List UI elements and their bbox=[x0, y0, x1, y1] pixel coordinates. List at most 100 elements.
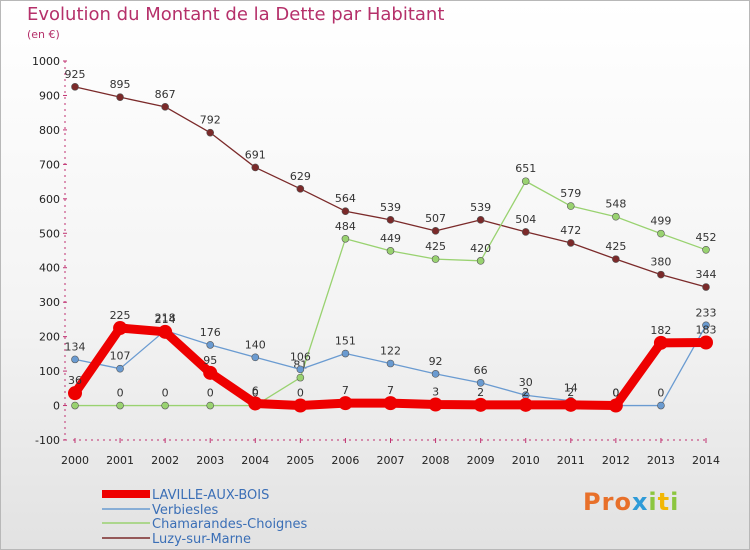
data-point bbox=[203, 365, 218, 380]
data-label: 36 bbox=[68, 374, 82, 387]
data-point bbox=[653, 335, 668, 350]
data-point bbox=[341, 349, 350, 358]
x-tick-label: 2012 bbox=[602, 454, 630, 467]
data-label: 183 bbox=[696, 323, 717, 336]
data-label: 218 bbox=[155, 311, 176, 324]
data-label: 925 bbox=[65, 68, 86, 81]
data-label: 92 bbox=[429, 355, 443, 368]
data-point bbox=[113, 321, 128, 336]
x-tick-label: 2014 bbox=[692, 454, 720, 467]
data-label: 344 bbox=[696, 268, 717, 281]
data-label: 30 bbox=[519, 376, 533, 389]
chart-title: Evolution du Montant de la Dette par Hab… bbox=[27, 4, 445, 25]
data-point bbox=[206, 341, 215, 349]
logo-letter: i bbox=[648, 488, 658, 516]
data-label: 6 bbox=[252, 384, 259, 397]
x-tick-label: 2006 bbox=[331, 454, 359, 467]
y-tick-label: 0 bbox=[53, 400, 60, 413]
data-point bbox=[566, 202, 575, 210]
data-point bbox=[476, 379, 485, 387]
data-point bbox=[296, 373, 305, 382]
data-point bbox=[116, 364, 124, 373]
data-label: 176 bbox=[200, 326, 221, 339]
data-label: 484 bbox=[335, 220, 356, 233]
series-chamarandes-choignes: 0000081484449425420651579548499452 bbox=[71, 162, 717, 410]
y-tick-label: 200 bbox=[39, 331, 60, 344]
data-label: 14 bbox=[564, 382, 578, 395]
data-label: 425 bbox=[605, 240, 626, 253]
data-label: 2 bbox=[522, 386, 529, 399]
logo-letter: P bbox=[583, 488, 602, 516]
data-label: 0 bbox=[612, 387, 619, 400]
data-label: 225 bbox=[110, 309, 131, 322]
data-label: 449 bbox=[380, 232, 401, 245]
data-label: 134 bbox=[65, 340, 86, 353]
data-label: 7 bbox=[342, 384, 349, 397]
data-point bbox=[116, 93, 124, 101]
data-point bbox=[566, 239, 575, 247]
data-point bbox=[338, 396, 353, 411]
data-label: 539 bbox=[470, 201, 491, 214]
proxiti-logo: Proxiti bbox=[583, 488, 679, 516]
logo-letter: x bbox=[631, 488, 649, 516]
data-point bbox=[341, 207, 350, 216]
data-point bbox=[608, 398, 623, 413]
data-label: 2 bbox=[477, 386, 484, 399]
data-label: 499 bbox=[650, 215, 671, 228]
data-point bbox=[702, 246, 710, 254]
data-label: 0 bbox=[162, 387, 169, 400]
data-point bbox=[206, 401, 215, 410]
data-label: 425 bbox=[425, 240, 446, 253]
legend-label: Verbiesles bbox=[152, 503, 218, 518]
y-tick-label: 400 bbox=[39, 262, 60, 275]
data-point bbox=[161, 103, 169, 111]
y-tick-label: 300 bbox=[39, 296, 60, 309]
series-line bbox=[74, 180, 707, 407]
data-point bbox=[386, 216, 395, 224]
data-point bbox=[251, 353, 260, 362]
data-point bbox=[473, 397, 488, 412]
data-label: 564 bbox=[335, 192, 356, 205]
data-label: 182 bbox=[650, 324, 671, 337]
data-point bbox=[383, 396, 398, 411]
x-tick-label: 2005 bbox=[286, 454, 314, 467]
data-label: 629 bbox=[290, 170, 311, 183]
x-tick-label: 2010 bbox=[512, 454, 540, 467]
data-label: 507 bbox=[425, 212, 446, 225]
data-point bbox=[71, 401, 79, 410]
data-label: 472 bbox=[560, 224, 581, 237]
data-point bbox=[476, 257, 485, 265]
data-label: 151 bbox=[335, 335, 356, 348]
data-label: 214 bbox=[155, 313, 176, 326]
data-label: 0 bbox=[207, 387, 214, 400]
data-label: 106 bbox=[290, 350, 311, 363]
y-tick-label: 100 bbox=[39, 365, 60, 378]
y-tick-label: 600 bbox=[39, 193, 60, 206]
data-label: 867 bbox=[155, 88, 176, 101]
logo-letter: o bbox=[614, 488, 632, 516]
series-line bbox=[74, 86, 707, 288]
x-tick-label: 2009 bbox=[467, 454, 495, 467]
data-point bbox=[71, 83, 79, 91]
data-point bbox=[431, 370, 440, 378]
data-point bbox=[657, 270, 665, 279]
x-tick-label: 2000 bbox=[61, 454, 89, 467]
data-label: 7 bbox=[387, 384, 394, 397]
data-point bbox=[386, 247, 395, 255]
data-point bbox=[206, 128, 215, 137]
data-label: 792 bbox=[200, 114, 221, 127]
data-point bbox=[248, 396, 263, 411]
chart-unit: (en €) bbox=[27, 28, 60, 41]
data-point bbox=[476, 216, 485, 224]
data-point bbox=[251, 163, 260, 172]
x-tick-label: 2004 bbox=[241, 454, 269, 467]
data-label: 651 bbox=[515, 162, 536, 175]
data-point bbox=[71, 355, 79, 364]
data-point bbox=[657, 229, 665, 238]
x-tick-label: 2013 bbox=[647, 454, 675, 467]
data-point bbox=[521, 228, 530, 236]
x-tick-label: 2008 bbox=[422, 454, 450, 467]
y-tick-label: 900 bbox=[39, 89, 60, 102]
